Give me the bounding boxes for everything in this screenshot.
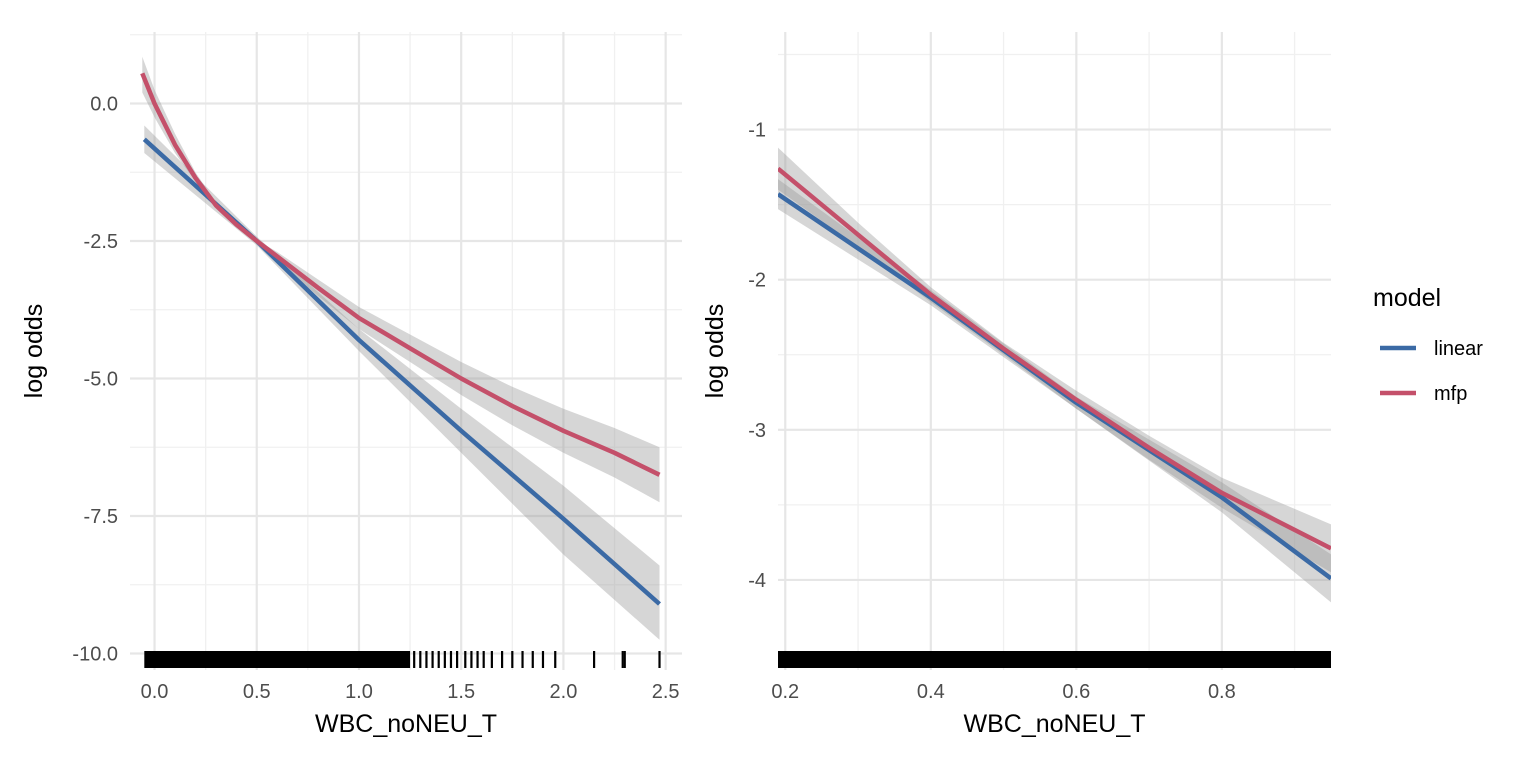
legend-label-linear: linear [1434,338,1483,360]
plot-area [140,56,661,640]
x-tick-label: 0.8 [1208,681,1236,703]
y-tick-label: -3 [748,420,766,442]
grid [130,32,682,670]
confidence-band-mfp [778,147,1331,573]
y-tick-label: -5.0 [84,369,118,391]
confidence-band-linear [144,125,660,640]
series-line-mfp [778,166,1331,551]
rug [144,651,661,668]
right-panel: 0.2 0.4 0.6 0.8 -1 -2 -3 -4 WBC_noNEU_T log odds [701,32,1331,738]
legend: model linear mfp [1373,284,1483,405]
rug-dense-block [144,651,411,668]
confidence-band-mfp [142,56,660,503]
series-line-mfp [140,72,661,477]
x-tick-label: 0.5 [243,681,271,703]
y-axis-title: log odds [20,304,48,399]
grid [778,32,1331,670]
series-line-linear [778,192,1331,581]
y-tick-label: 0.0 [90,94,118,116]
x-tick-label: 0.0 [141,681,169,703]
plot-area [778,147,1331,603]
y-tick-label: -4 [748,570,766,592]
x-tick-label: 0.4 [917,681,945,703]
legend-label-mfp: mfp [1434,383,1467,405]
x-tick-label: 0.6 [1062,681,1090,703]
x-tick-label: 2.0 [550,681,578,703]
rug [778,651,1331,668]
y-tick-label: -1 [748,120,766,142]
x-tick-label: 1.5 [447,681,475,703]
y-tick-label: -2 [748,270,766,292]
y-tick-label: -7.5 [84,506,118,528]
x-tick-label: 1.0 [345,681,373,703]
rug-dense-block [778,651,1331,668]
x-axis-title: WBC_noNEU_T [315,710,497,738]
x-tick-label: 2.5 [652,681,680,703]
left-panel: 0.0 0.5 1.0 1.5 2.0 2.5 0.0 -2.5 -5.0 -7.5 -10.0 WB… [20,32,682,738]
y-tick-label: -2.5 [84,231,118,253]
y-tick-label: -10.0 [72,644,118,666]
legend-title: model [1373,284,1441,312]
x-tick-label: 0.2 [771,681,799,703]
x-axis-title: WBC_noNEU_T [964,710,1146,738]
y-axis-title: log odds [701,304,729,399]
